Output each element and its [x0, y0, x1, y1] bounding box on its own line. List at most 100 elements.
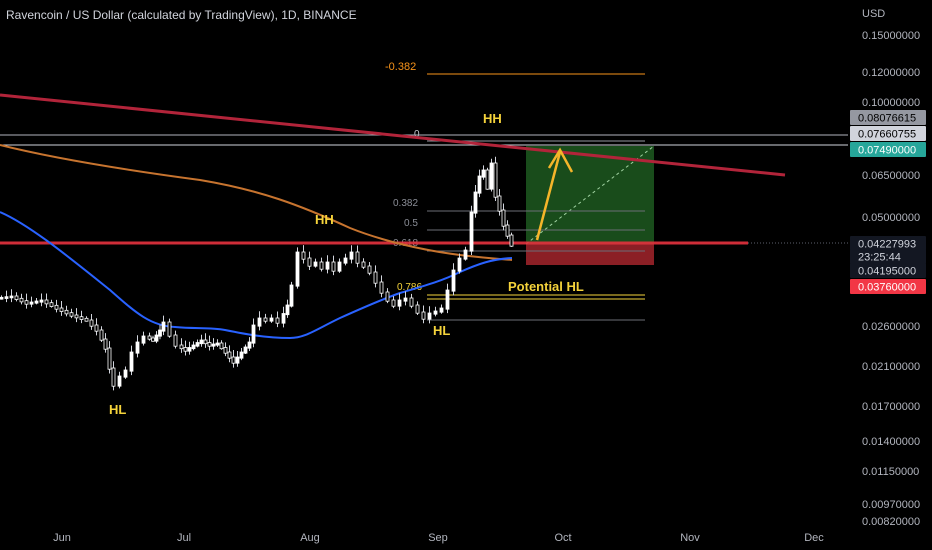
candle — [243, 344, 248, 355]
candle — [151, 335, 155, 342]
candle — [251, 318, 256, 348]
moving-average-slow[interactable] — [0, 144, 513, 261]
candle — [59, 301, 64, 316]
currency-label: USD — [862, 8, 885, 20]
candle — [167, 318, 172, 338]
position-dotted-diagonal — [525, 145, 655, 245]
price-tag: 0.07660755 — [850, 126, 926, 141]
candle — [103, 333, 108, 353]
candle — [9, 289, 14, 303]
candle — [325, 255, 330, 274]
candles[interactable] — [0, 156, 514, 391]
candle — [74, 308, 79, 323]
candle — [207, 335, 212, 351]
time-axis[interactable]: Jun Jul Aug Sep Oct Nov Dec — [53, 532, 824, 544]
candle — [295, 247, 300, 289]
candle — [385, 288, 390, 304]
x-tick-label: Jul — [177, 532, 191, 544]
price-tag: 0.04227993 — [850, 236, 926, 251]
svg-text:23:25:44: 23:25:44 — [858, 252, 901, 264]
candle — [107, 341, 112, 374]
candle — [509, 232, 514, 247]
candle — [24, 293, 29, 309]
price-tag: 23:25:44 — [850, 249, 926, 264]
candle — [135, 335, 140, 358]
candle — [263, 313, 268, 324]
candle — [501, 203, 506, 231]
candle — [427, 306, 432, 324]
x-tick-label: Oct — [554, 532, 571, 544]
candle — [117, 371, 122, 389]
projection-arrow — [535, 151, 562, 241]
position-loss-zone[interactable] — [526, 244, 654, 265]
candle — [227, 345, 232, 363]
candle — [247, 337, 252, 351]
candle — [331, 255, 336, 276]
candle — [485, 167, 490, 190]
candle — [391, 296, 396, 309]
candle — [307, 251, 312, 271]
y-tick-label: 0.15000000 — [862, 30, 920, 42]
candle — [301, 245, 306, 264]
candle — [497, 189, 502, 216]
candle — [99, 326, 104, 342]
price-tag: 0.08076615 — [850, 110, 926, 125]
candle — [231, 350, 236, 368]
candle — [285, 299, 290, 318]
candle — [158, 324, 162, 340]
candle — [44, 293, 49, 308]
annotation-hl-jun: HL — [109, 402, 126, 417]
candle — [54, 299, 59, 313]
svg-text:0.03760000: 0.03760000 — [858, 282, 916, 294]
candle — [505, 220, 510, 239]
candle — [349, 245, 354, 264]
candle — [239, 348, 244, 361]
candle — [457, 253, 462, 274]
candle — [343, 253, 348, 266]
candle — [275, 311, 280, 328]
candle — [473, 185, 478, 218]
price-axis[interactable]: USD 0.15000000 0.12000000 0.10000000 0.0650… — [850, 8, 926, 528]
candle — [141, 331, 146, 346]
descending-trendline[interactable] — [0, 93, 786, 177]
fib-label-05: 0.5 — [404, 218, 418, 229]
candle — [337, 258, 342, 273]
svg-text:0.04195000: 0.04195000 — [858, 266, 916, 278]
candle — [215, 339, 220, 348]
candle — [84, 316, 89, 322]
x-tick-label: Jun — [53, 532, 71, 544]
candle — [191, 341, 196, 351]
svg-text:0.08076615: 0.08076615 — [858, 113, 916, 125]
candle — [211, 338, 216, 350]
y-tick-label: 0.02600000 — [862, 321, 920, 333]
candle — [269, 314, 274, 323]
candle — [69, 308, 74, 319]
fib-label-0786: 0.786 — [397, 282, 422, 293]
candle — [373, 265, 378, 288]
x-tick-label: Aug — [300, 532, 320, 544]
price-tag: 0.04195000 — [850, 263, 926, 278]
x-tick-label: Dec — [804, 532, 824, 544]
svg-text:0.07660755: 0.07660755 — [858, 129, 916, 141]
candle — [319, 257, 324, 272]
y-tick-label: 0.01400000 — [862, 436, 920, 448]
y-tick-label: 0.05000000 — [862, 212, 920, 224]
annotation-hl-sep: HL — [433, 323, 450, 338]
candle — [161, 315, 166, 336]
candle — [111, 361, 116, 391]
moving-average-fast[interactable] — [0, 211, 513, 340]
svg-text:0.04227993: 0.04227993 — [858, 239, 916, 251]
x-tick-label: Sep — [428, 532, 448, 544]
candle — [469, 205, 474, 256]
svg-text:0.07490000: 0.07490000 — [858, 145, 916, 157]
candle — [257, 311, 262, 331]
candle — [94, 318, 99, 336]
y-tick-label: 0.00820000 — [862, 516, 920, 528]
annotation-potential-hl: Potential HL — [508, 279, 584, 294]
candle — [147, 332, 152, 341]
annotation-hh-aug: HH — [315, 212, 334, 227]
candle — [179, 338, 184, 353]
candle — [439, 304, 444, 314]
candle — [403, 291, 408, 306]
